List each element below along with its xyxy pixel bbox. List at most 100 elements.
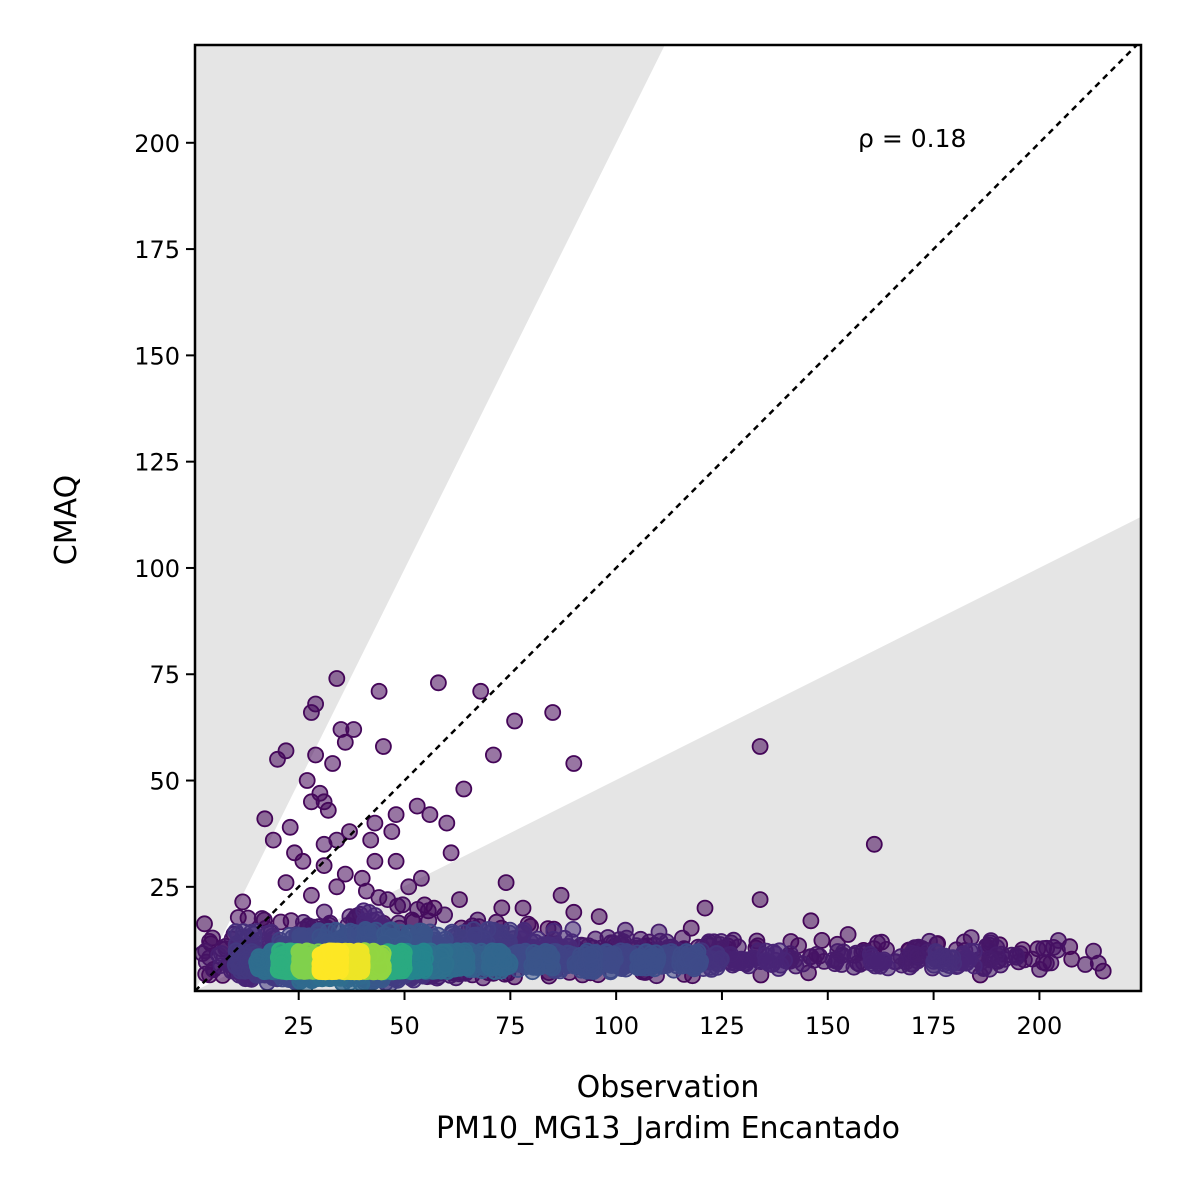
data-point: [272, 955, 290, 973]
data-point: [1050, 932, 1067, 949]
data-point: [438, 814, 456, 832]
x-tick-label: 50: [389, 1012, 420, 1040]
data-point: [506, 712, 523, 730]
y-tick-label: 25: [149, 874, 180, 902]
data-point: [196, 915, 213, 933]
x-tick-label: 75: [495, 1012, 526, 1040]
y-tick-label: 175: [134, 236, 180, 264]
data-point: [451, 891, 468, 908]
data-point: [909, 947, 926, 965]
data-point: [869, 952, 887, 969]
data-point: [490, 943, 508, 960]
x-tick-label: 125: [699, 1012, 745, 1040]
y-axis-ticks: 25 50 75 100 125 150 175 200: [134, 130, 195, 902]
data-point: [650, 923, 668, 941]
lower-shaded-band: [195, 516, 1141, 991]
data-point: [696, 899, 714, 917]
data-point: [379, 891, 397, 908]
data-point: [751, 738, 769, 755]
data-point: [927, 943, 945, 960]
data-point: [336, 865, 354, 883]
y-tick-label: 200: [134, 130, 180, 158]
data-point: [234, 893, 252, 911]
plot-frame: [193, 43, 1143, 993]
data-point: [839, 926, 857, 943]
data-point: [590, 908, 608, 925]
data-point: [442, 844, 460, 862]
data-point: [565, 755, 583, 772]
data-point: [324, 755, 342, 772]
data-point: [525, 944, 543, 961]
y-tick-label: 75: [149, 661, 180, 689]
data-point: [771, 942, 788, 960]
y-tick-label: 100: [134, 555, 180, 583]
data-point: [328, 878, 346, 896]
y-axis-label: CMAQ: [49, 475, 84, 565]
data-point: [514, 899, 532, 917]
data-point: [412, 869, 430, 887]
data-point: [302, 886, 320, 904]
data-point: [757, 952, 775, 969]
data-point: [689, 956, 707, 974]
data-point: [581, 946, 599, 964]
data-point: [1089, 954, 1107, 972]
data-point: [1008, 947, 1025, 964]
x-tick-label: 25: [283, 1012, 314, 1040]
data-point: [429, 674, 447, 692]
data-point: [409, 901, 427, 918]
data-point: [229, 909, 247, 926]
data-point: [829, 943, 847, 960]
correlation-annotation: ρ = 0.18: [858, 124, 966, 153]
data-point: [291, 927, 309, 945]
data-points: [195, 670, 1112, 991]
data-point: [421, 806, 439, 823]
data-point: [1038, 955, 1055, 972]
data-point: [374, 738, 392, 755]
data-point: [302, 704, 320, 721]
data-point: [293, 944, 311, 961]
y-tick-label: 150: [134, 342, 180, 370]
data-point: [544, 704, 562, 721]
data-point: [349, 942, 367, 960]
one-to-one-line: [195, 45, 1139, 991]
x-tick-label: 150: [805, 1012, 851, 1040]
data-point: [366, 852, 384, 870]
y-tick-label: 50: [149, 768, 180, 796]
data-point: [248, 953, 266, 971]
data-point: [269, 750, 286, 768]
data-point: [552, 886, 570, 904]
data-point: [802, 912, 820, 930]
data-point: [243, 923, 260, 941]
x-tick-label: 200: [1017, 1012, 1063, 1040]
data-point: [465, 926, 483, 944]
x-tick-label: 175: [911, 1012, 957, 1040]
data-point: [988, 946, 1005, 964]
data-point: [277, 874, 295, 891]
data-point: [437, 956, 455, 974]
data-point: [307, 746, 325, 764]
data-point: [638, 943, 655, 960]
data-point: [294, 852, 312, 870]
data-point: [341, 908, 359, 925]
data-point: [229, 926, 247, 943]
data-point: [256, 810, 274, 828]
data-point: [328, 670, 346, 687]
data-point: [298, 772, 316, 789]
data-point: [315, 793, 333, 811]
x-tick-label: 100: [593, 1012, 639, 1040]
data-point: [455, 780, 473, 798]
data-point: [484, 746, 502, 764]
data-point: [362, 831, 380, 849]
data-point: [603, 946, 620, 963]
data-point: [493, 899, 511, 917]
data-point: [436, 906, 454, 924]
y-tick-label: 125: [134, 449, 180, 477]
data-point: [400, 878, 418, 896]
data-point: [357, 882, 375, 900]
data-point: [501, 924, 518, 942]
data-point: [497, 874, 515, 891]
data-point: [472, 682, 490, 700]
data-point: [383, 823, 401, 840]
data-point: [315, 835, 333, 853]
